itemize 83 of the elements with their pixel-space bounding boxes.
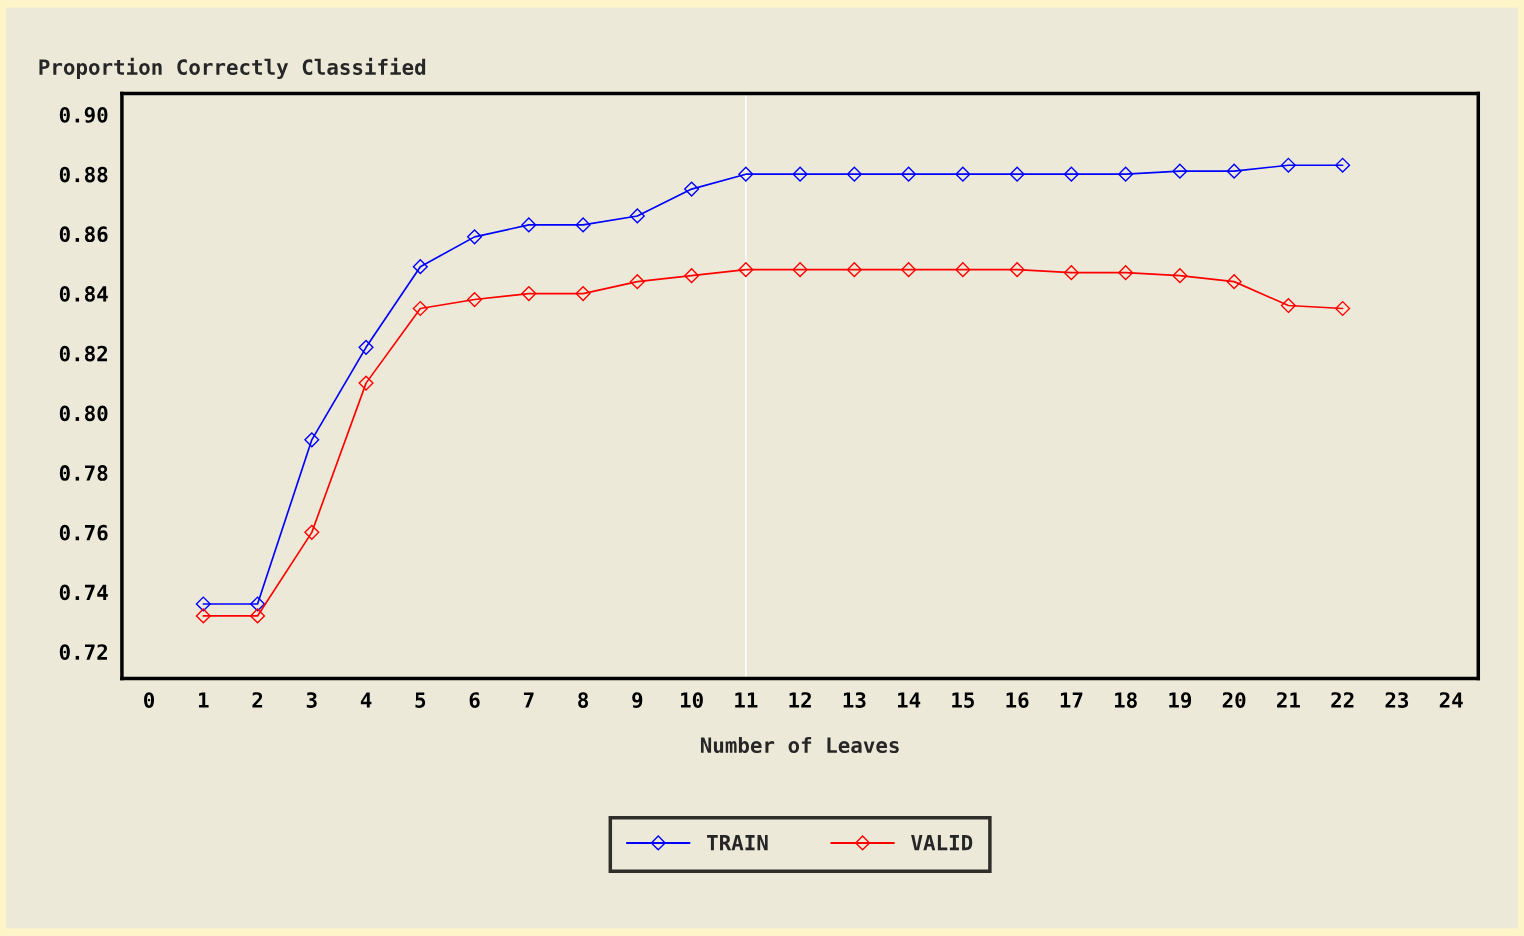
y-tick-label: 0.82	[59, 345, 107, 362]
x-tick-label: 17	[1060, 692, 1083, 708]
point	[412, 259, 428, 275]
x-tick-label: 1	[198, 692, 209, 708]
point	[304, 524, 320, 540]
x-tick-label: 3	[306, 692, 317, 708]
point	[358, 375, 374, 391]
point	[521, 286, 537, 302]
point	[1226, 163, 1242, 179]
point	[955, 166, 971, 182]
point	[1009, 166, 1025, 182]
point	[1172, 268, 1188, 284]
point	[467, 291, 483, 308]
point	[792, 262, 808, 278]
point	[358, 339, 374, 355]
point	[195, 608, 211, 624]
point	[249, 608, 266, 624]
point	[1063, 265, 1079, 281]
x-tick-label: 22	[1331, 692, 1354, 708]
y-tick-label: 0.88	[59, 166, 108, 183]
x-tick-label: 16	[1006, 692, 1029, 708]
point	[901, 262, 917, 278]
x-tick-label: 19	[1169, 692, 1192, 709]
y-tick-label: 0.74	[59, 584, 108, 601]
point	[1118, 265, 1134, 281]
x-tick-label: 14	[897, 692, 921, 708]
y-tick-label: 0.84	[59, 286, 108, 302]
point	[738, 166, 754, 182]
point	[521, 217, 537, 233]
x-tick-label: 0	[144, 692, 155, 708]
x-tick-label: 11	[735, 692, 758, 708]
x-axis-title: Number of Leaves	[700, 736, 899, 754]
point	[575, 217, 591, 233]
point	[684, 268, 700, 284]
point	[846, 166, 862, 182]
y-axis-title: Proportion Correctly Classified	[39, 57, 426, 79]
y-tick-label: 0.80	[59, 405, 108, 422]
x-tick-label: 23	[1385, 692, 1409, 708]
point	[846, 262, 862, 278]
point	[1335, 300, 1351, 317]
x-tick-label: 21	[1277, 692, 1300, 708]
x-tick-label: 7	[523, 692, 534, 708]
point	[901, 166, 917, 182]
y-tick-label: 0.78	[59, 465, 108, 481]
point	[1335, 157, 1351, 173]
point	[1226, 274, 1242, 290]
x-tick-label: 8	[578, 692, 589, 708]
x-tick-label: 10	[680, 692, 703, 708]
point	[1280, 157, 1296, 173]
point	[1118, 166, 1134, 182]
point	[1280, 297, 1296, 314]
y-tick-label: 0.76	[59, 524, 108, 541]
y-tick-label: 0.86	[59, 226, 108, 243]
point	[684, 181, 700, 197]
legend-label: TRAIN	[707, 835, 768, 851]
point	[249, 596, 266, 612]
x-tick-label: 12	[789, 692, 811, 708]
x-tick-label: 9	[632, 692, 643, 709]
x-tick-label: 4	[360, 692, 372, 708]
x-tick-label: 5	[415, 692, 426, 708]
x-tick-label: 24	[1439, 692, 1463, 708]
point	[1009, 262, 1025, 278]
point	[738, 262, 754, 278]
x-tick-label: 13	[843, 692, 866, 708]
point	[195, 596, 211, 612]
point	[955, 262, 971, 278]
x-tick-label: 18	[1115, 692, 1137, 708]
point	[1063, 166, 1079, 182]
x-tick-label: 2	[252, 692, 263, 708]
x-tick-label: 15	[952, 692, 974, 708]
point	[629, 208, 645, 224]
point	[304, 432, 320, 448]
point	[629, 274, 645, 290]
y-tick-label: 0.72	[59, 644, 107, 660]
point	[1172, 163, 1188, 179]
x-tick-label: 20	[1222, 692, 1246, 708]
point	[412, 300, 428, 317]
point	[467, 229, 483, 245]
point	[792, 166, 808, 182]
y-tick-label: 0.90	[59, 106, 108, 123]
legend-label: VALID	[911, 835, 973, 851]
point	[575, 286, 591, 302]
x-tick-label: 6	[469, 692, 480, 708]
